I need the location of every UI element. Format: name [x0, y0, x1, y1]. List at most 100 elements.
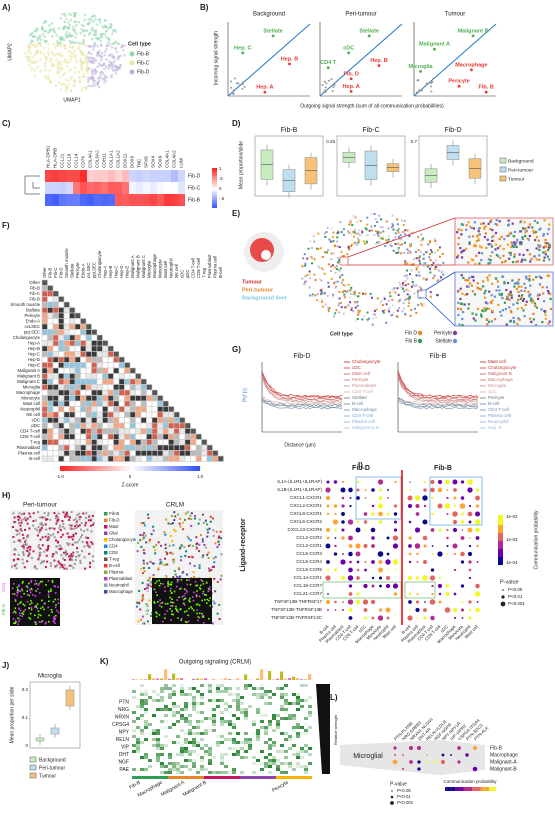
cell: [392, 311, 395, 314]
matrix-cell: [140, 417, 147, 424]
cell: [500, 314, 503, 317]
colorbar: [212, 186, 217, 188]
heat-cell: [216, 690, 220, 693]
cell: [350, 289, 353, 292]
cell: [212, 529, 215, 532]
cell: [332, 252, 335, 255]
matrix-cell: [47, 334, 54, 341]
heat-cell: [300, 741, 304, 744]
bar: [144, 679, 148, 680]
umap-point: [119, 63, 123, 67]
heat-cell: [168, 750, 172, 753]
tick-label: 0: [25, 743, 28, 748]
heat-cell: [180, 744, 184, 747]
heat-cell: [220, 747, 224, 750]
cell: [417, 271, 420, 274]
legend-label: P<0.01: [508, 594, 523, 599]
cell: [465, 247, 468, 250]
heat-cell: [216, 696, 220, 699]
matrix-cell: [69, 400, 76, 407]
dot: [430, 568, 435, 572]
matrix-cell: [146, 400, 153, 407]
heat-cell: [256, 705, 260, 708]
cell: [521, 294, 524, 297]
matrix-cell: [69, 439, 76, 446]
umap-point: [68, 23, 71, 27]
heat-cell: [208, 684, 212, 687]
cell: [157, 568, 160, 571]
cell: [542, 292, 545, 295]
umap-point: [42, 46, 46, 50]
cell: [509, 290, 512, 293]
matrix-cell: [41, 450, 48, 457]
legend-swatch: [104, 590, 108, 594]
colorbar: [498, 543, 503, 545]
heat-cell: [208, 702, 212, 705]
cell: [195, 543, 198, 546]
cell: [406, 269, 409, 272]
matrix-cell: [146, 428, 153, 435]
cell: [201, 538, 204, 541]
heat-cell: [204, 720, 208, 723]
cell: [414, 250, 417, 253]
cell: [58, 544, 61, 547]
cell: [346, 304, 349, 307]
cell: [505, 297, 509, 301]
dot: [355, 543, 361, 549]
heat-cell: [296, 741, 300, 744]
cell: [370, 296, 373, 299]
heat-cell: [176, 729, 180, 732]
cell: [209, 520, 212, 523]
umap-point: [47, 43, 50, 46]
heat-cell: [244, 693, 248, 696]
cell: [208, 567, 211, 570]
cell: [75, 523, 78, 526]
cell: [474, 244, 477, 248]
axis-label: Distance (µm): [284, 442, 316, 448]
heat-cell: [240, 705, 244, 708]
legend-label: Fib-B: [109, 511, 119, 516]
umap-point: [60, 83, 64, 86]
heat-cell: [272, 720, 276, 723]
matrix-cell: [107, 362, 114, 369]
dot: [474, 519, 481, 525]
matrix-cell: [96, 406, 103, 413]
cell: [33, 566, 36, 569]
umap-point: [107, 54, 111, 57]
heat-cell: [156, 690, 160, 693]
cell: [413, 307, 416, 310]
cell: [38, 531, 41, 534]
matrix-cell: [52, 422, 59, 429]
legend-dot: [500, 601, 506, 607]
cell: [519, 242, 522, 246]
heat-cell: [244, 744, 248, 747]
heat-cell: [180, 705, 184, 708]
curve: [397, 397, 479, 408]
tissue: [261, 250, 271, 260]
matrix-cell: [96, 444, 103, 451]
heat-cell: [288, 729, 292, 732]
cell: [13, 610, 16, 613]
cell: [14, 598, 17, 601]
heat-cell: [196, 720, 200, 723]
heat-cell: [73, 170, 80, 182]
cell: [78, 554, 81, 557]
heat-cell: [284, 741, 288, 744]
heat-cell: [156, 744, 160, 747]
cell: [203, 521, 206, 524]
heat-cell: [236, 708, 240, 711]
heat-cell: [176, 753, 180, 756]
heat-cell: [304, 693, 308, 696]
umap-point: [65, 64, 69, 68]
matrix-cell: [63, 345, 70, 352]
matrix-cell: [69, 378, 76, 385]
heat-cell: [208, 705, 212, 708]
heat-cell: [276, 729, 280, 732]
cell: [507, 219, 510, 222]
cell: [506, 243, 510, 246]
dot: [453, 616, 457, 620]
matrix-cell: [47, 422, 54, 429]
row-label: Malignant B: [17, 373, 40, 378]
dot: [325, 487, 331, 493]
heat-cell: [160, 753, 164, 756]
